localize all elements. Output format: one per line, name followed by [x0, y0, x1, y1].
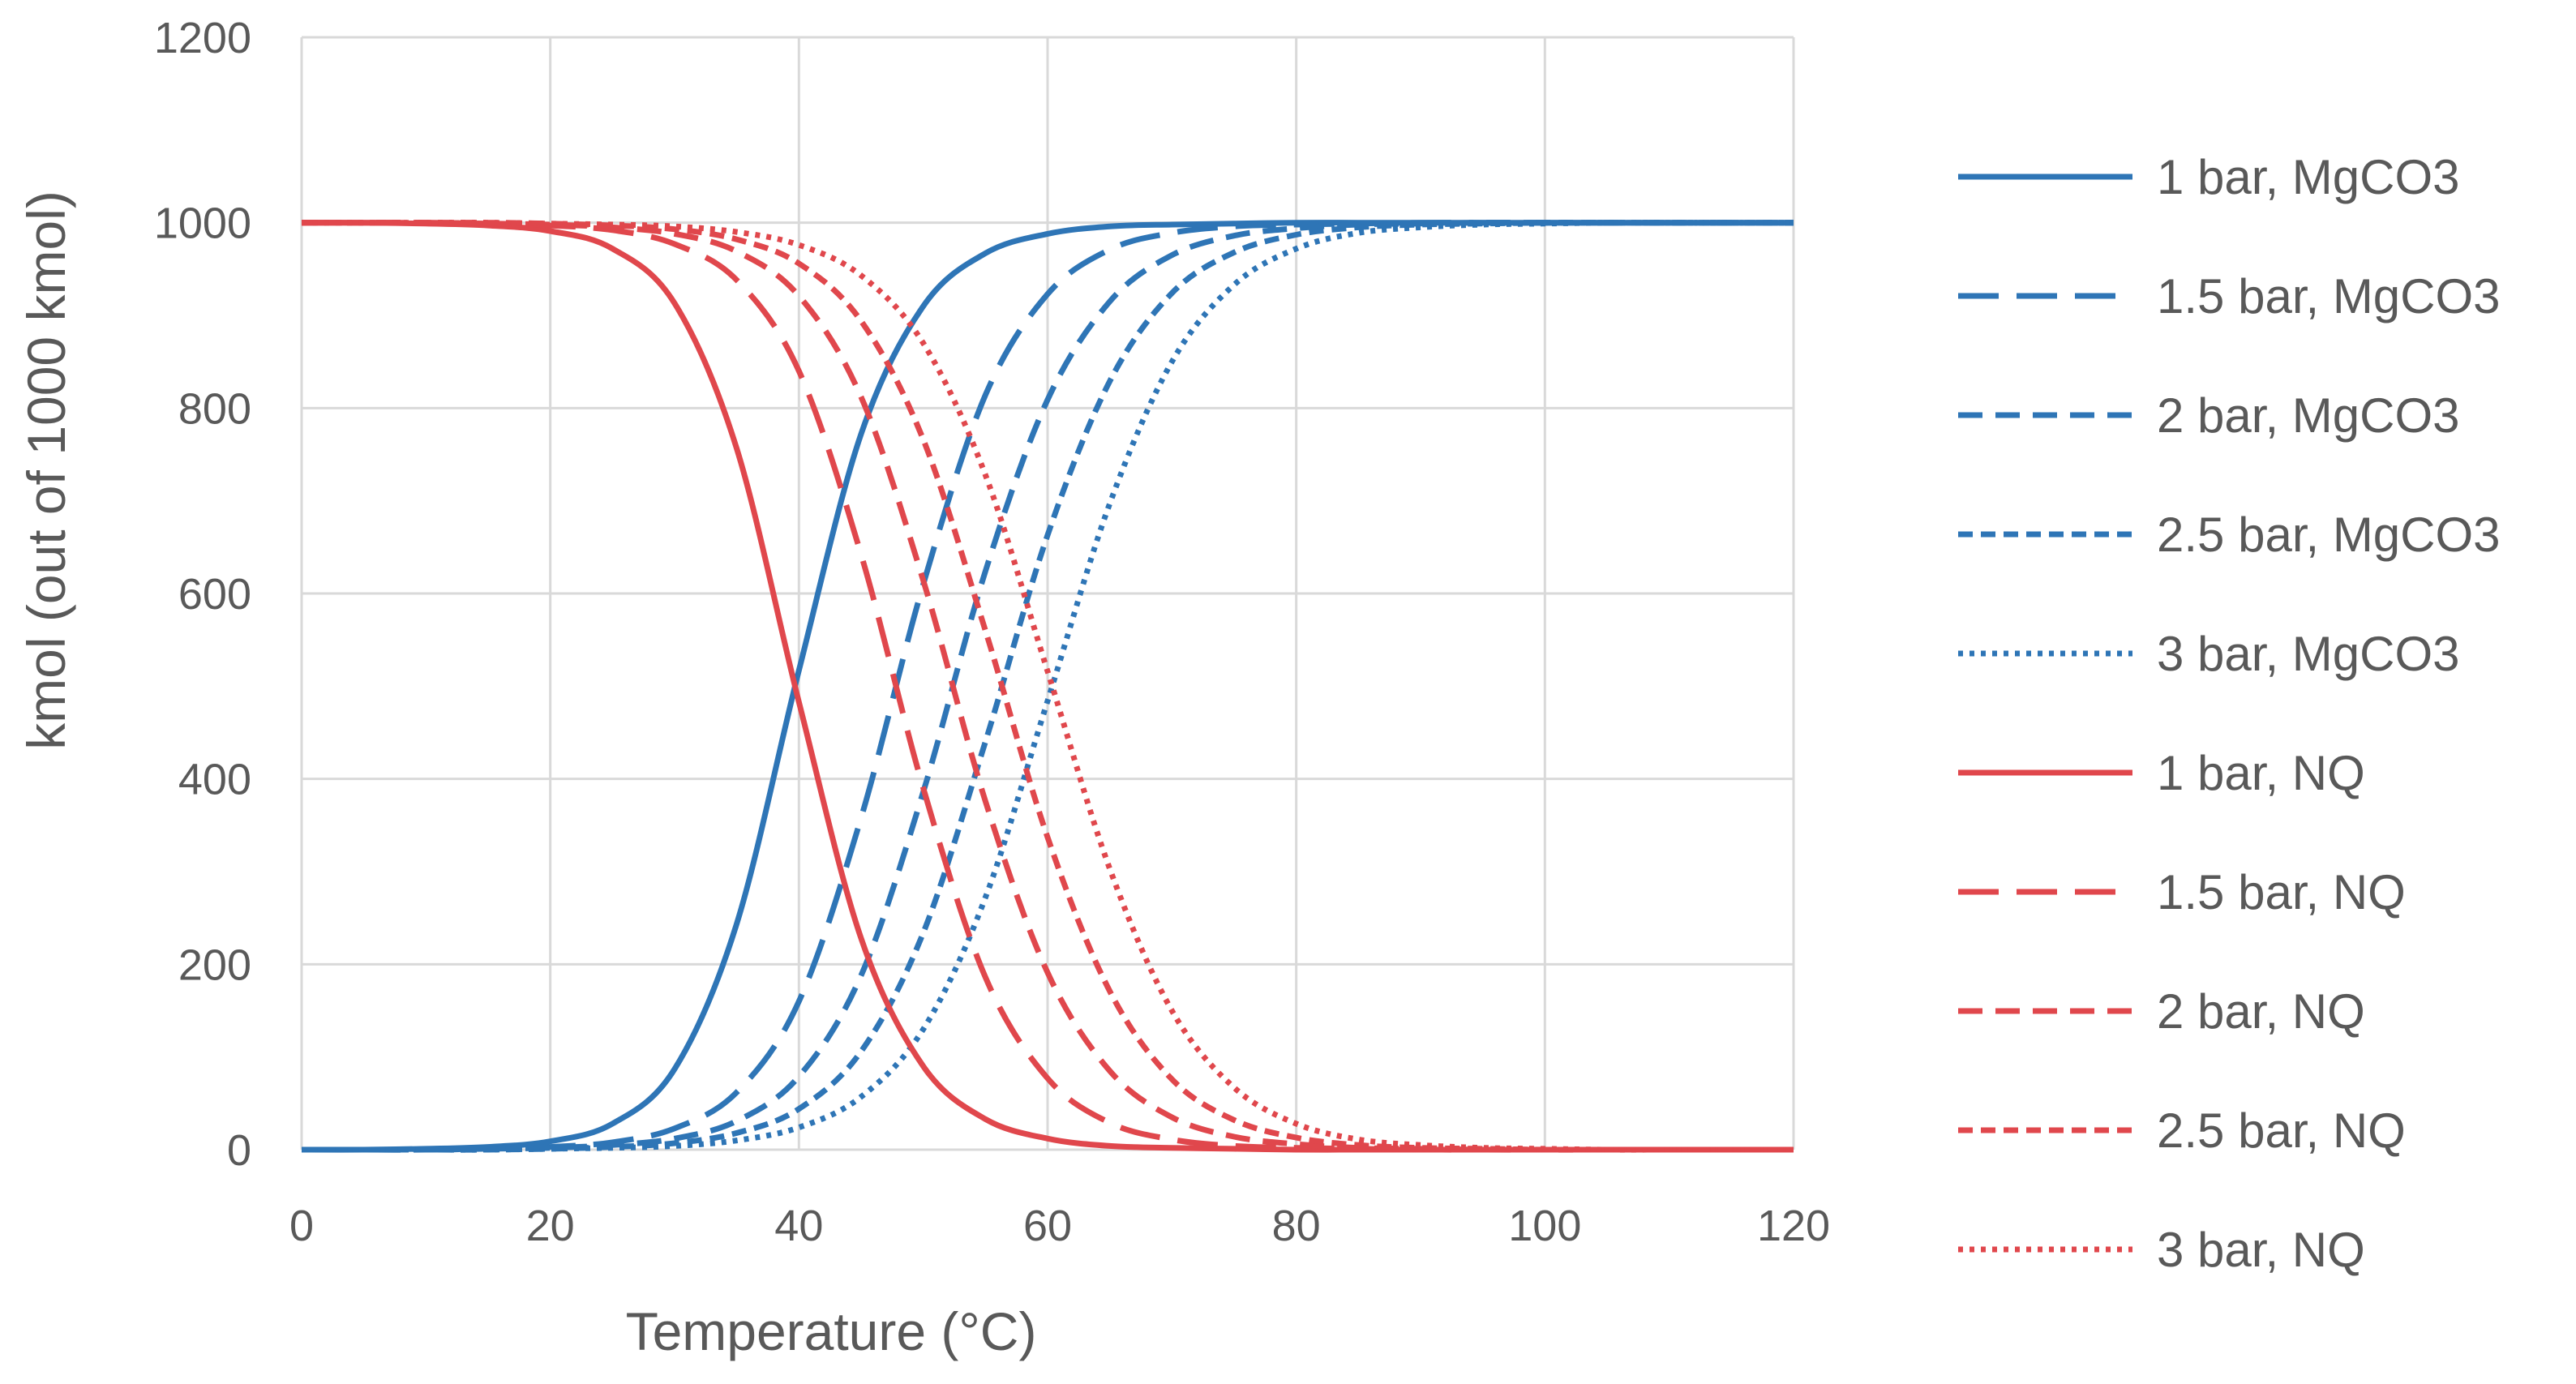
- legend-label: 2.5 bar, NQ: [2157, 1103, 2406, 1158]
- series-line-1-bar-nq: [301, 220, 1794, 1153]
- y-tick-label: 800: [178, 384, 251, 433]
- legend-label: 2.5 bar, MgCO3: [2157, 508, 2501, 562]
- series-line-3-bar-mgco3: [302, 220, 1794, 1153]
- y-tick-label: 1200: [154, 14, 251, 62]
- y-tick-label: 200: [178, 941, 251, 989]
- x-tick-label: 0: [289, 1202, 314, 1250]
- x-tick-label: 80: [1272, 1202, 1321, 1250]
- x-tick-label: 100: [1508, 1202, 1581, 1250]
- grid: [302, 36, 1795, 1150]
- y-tick-label: 400: [178, 756, 251, 804]
- y-tick-label: 600: [178, 570, 251, 619]
- series-line-1-bar-mgco3: [301, 220, 1794, 1153]
- y-tick-label: 0: [227, 1126, 251, 1175]
- legend-label: 2 bar, MgCO3: [2157, 388, 2460, 443]
- series-line-3-bar-nq: [302, 220, 1794, 1153]
- series-line-1-5-bar-nq: [302, 220, 1794, 1153]
- x-tick-label: 60: [1023, 1202, 1072, 1250]
- plot-area: [301, 220, 1794, 1153]
- legend: 1 bar, MgCO3 1.5 bar, MgCO3 2 bar, MgCO3 2.…: [1958, 150, 2501, 1277]
- x-tick-label: 120: [1757, 1202, 1830, 1250]
- legend-label: 3 bar, NQ: [2157, 1223, 2365, 1277]
- x-axis-title: Temperature (°C): [626, 1301, 1037, 1361]
- series-line-2-5-bar-nq: [302, 220, 1794, 1153]
- series-line-1-5-bar-mgco3: [302, 220, 1794, 1153]
- legend-label: 2 bar, NQ: [2157, 984, 2365, 1039]
- x-tick-label: 40: [774, 1202, 823, 1250]
- legend-label: 1.5 bar, NQ: [2157, 865, 2406, 919]
- y-axis-title: kmol (out of 1000 kmol): [16, 191, 76, 750]
- x-tick-label: 20: [526, 1202, 575, 1250]
- series-line-2-5-bar-mgco3: [302, 220, 1794, 1153]
- y-tick-label: 1000: [154, 199, 251, 248]
- legend-label: 1.5 bar, MgCO3: [2157, 269, 2501, 324]
- legend-label: 3 bar, MgCO3: [2157, 627, 2460, 681]
- legend-label: 1 bar, MgCO3: [2157, 150, 2460, 204]
- legend-label: 1 bar, NQ: [2157, 746, 2365, 800]
